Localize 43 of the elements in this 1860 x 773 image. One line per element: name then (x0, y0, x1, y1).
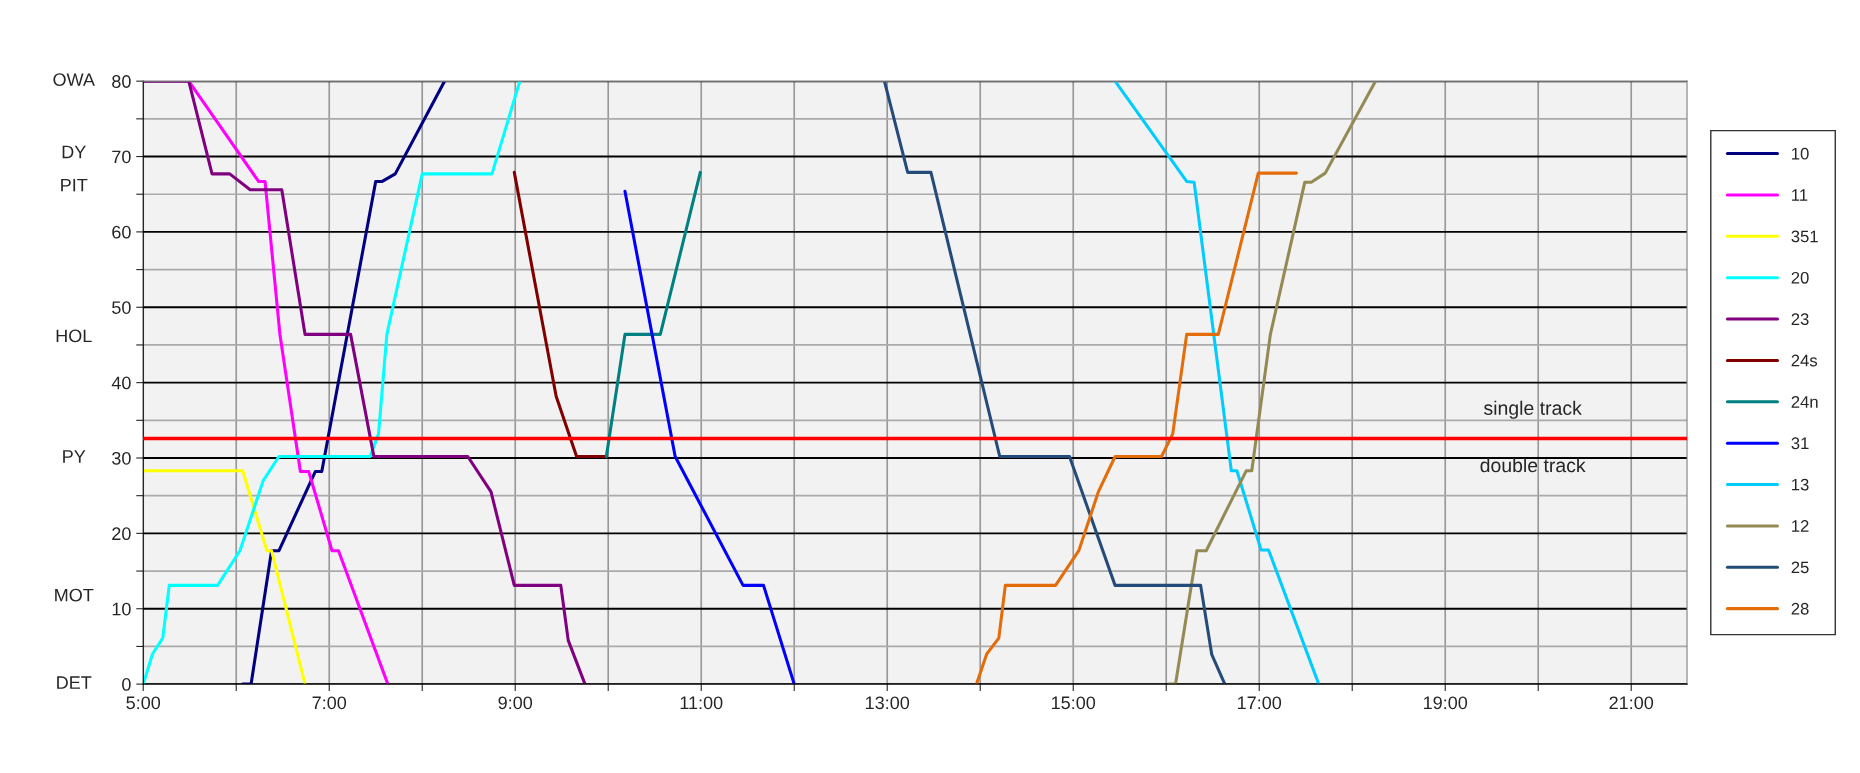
legend-label: 24n (1791, 395, 1818, 408)
legend-label: 351 (1791, 230, 1818, 243)
legend-label: 25 (1791, 561, 1809, 574)
text: OWA (53, 73, 95, 87)
x-tick-label: 19:00 (1424, 696, 1468, 710)
x-tick-label: 11:00 (680, 696, 723, 710)
legend-label: 13 (1792, 478, 1809, 491)
y-tick-label: 30 (112, 451, 131, 465)
legend-label: 12 (1792, 520, 1809, 532)
y-tick-label: 70 (112, 150, 131, 164)
x-tick-label: 7:00 (312, 696, 347, 710)
x-tick-label: 9:00 (498, 696, 533, 710)
text: MOT (55, 588, 94, 602)
text: DET (57, 676, 92, 689)
legend-label: 28 (1791, 602, 1809, 615)
y-tick-label: 50 (112, 301, 131, 314)
line-series (623, 189, 796, 685)
legend-label: 23 (1791, 313, 1809, 326)
text: PIT (61, 178, 88, 192)
legend-label: 31 (1791, 437, 1809, 450)
annotation: double track (1480, 457, 1586, 473)
y-tick-label: 10 (112, 602, 131, 616)
y-tick-label: 0 (122, 678, 131, 691)
x-tick-label: 17:00 (1238, 696, 1282, 710)
y-tick-label: 40 (111, 376, 131, 390)
line-series (974, 171, 1298, 685)
text: DY (62, 145, 86, 159)
x-tick-label: 5:00 (126, 696, 161, 710)
y-tick-label: 80 (112, 75, 131, 88)
text: PY (63, 450, 86, 463)
line-series (882, 81, 1227, 685)
legend-label: 20 (1791, 271, 1809, 284)
x-tick-label: 13:00 (866, 696, 910, 710)
x-tick-label: 15:00 (1052, 696, 1096, 710)
x-tick-label: 21:00 (1609, 696, 1654, 710)
text: HOL (56, 329, 92, 343)
legend-label: 24s (1791, 354, 1818, 367)
legend-label: 10 (1792, 147, 1809, 160)
y-tick-label: 20 (112, 527, 131, 541)
y-tick-label: 60 (112, 225, 131, 239)
line-series (1113, 81, 1321, 685)
annotation: single track (1484, 400, 1582, 419)
legend-label: 11 (1792, 189, 1808, 201)
